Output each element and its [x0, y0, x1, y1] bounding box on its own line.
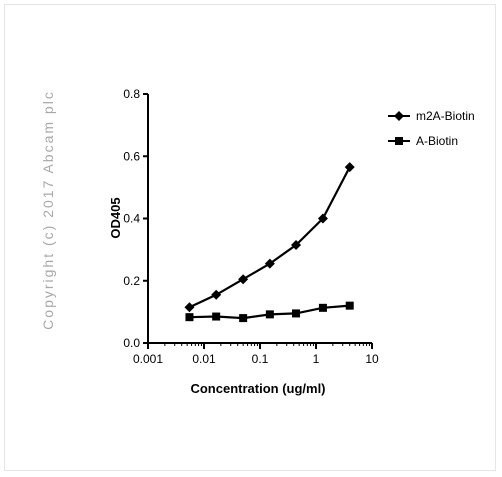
legend-item: m2A-Biotin: [388, 109, 475, 123]
data-point: [238, 274, 249, 285]
data-point: [264, 258, 275, 269]
data-point: [212, 312, 221, 321]
data-point: [291, 239, 302, 250]
data-point: [265, 310, 274, 319]
x-tick-label: 0.01: [192, 352, 216, 366]
data-point: [317, 213, 328, 224]
figure-frame: [4, 4, 496, 471]
series-layer: [184, 162, 355, 323]
y-tick-label: 0.4: [123, 212, 140, 226]
series-line: [189, 166, 351, 309]
series-m2a-biotin: [184, 162, 355, 313]
data-point: [184, 302, 195, 313]
x-tick-label: 1: [313, 352, 320, 366]
series-a-biotin: [185, 301, 354, 323]
y-axis-label: OD405: [108, 197, 123, 238]
legend-marker: [394, 111, 404, 121]
x-tick-label: 10: [365, 352, 379, 366]
x-tick-label: 0.001: [133, 352, 163, 366]
y-tick-label: 0.8: [123, 87, 140, 101]
data-point: [318, 303, 327, 312]
x-axis-label: Concentration (ug/ml): [190, 381, 325, 396]
data-point: [292, 309, 301, 318]
legend-marker: [395, 137, 403, 145]
data-point: [239, 314, 248, 323]
x-tick-label: 0.1: [252, 352, 269, 366]
legend-label: A-Biotin: [416, 134, 458, 148]
y-tick-label: 0.2: [123, 274, 140, 288]
legend-item: A-Biotin: [388, 134, 458, 148]
data-point: [211, 289, 222, 300]
data-point: [344, 162, 355, 173]
y-tick-label: 0.6: [123, 149, 140, 163]
axes: 0.0 0.2 0.4 0.6 0.8 0.001 0.01 0.1 1 10: [123, 87, 379, 366]
legend-label: m2A-Biotin: [416, 109, 475, 123]
y-tick-label: 0.0: [123, 336, 140, 350]
legend: m2A-Biotin A-Biotin: [388, 109, 475, 148]
data-point: [345, 301, 354, 310]
data-point: [185, 313, 194, 322]
